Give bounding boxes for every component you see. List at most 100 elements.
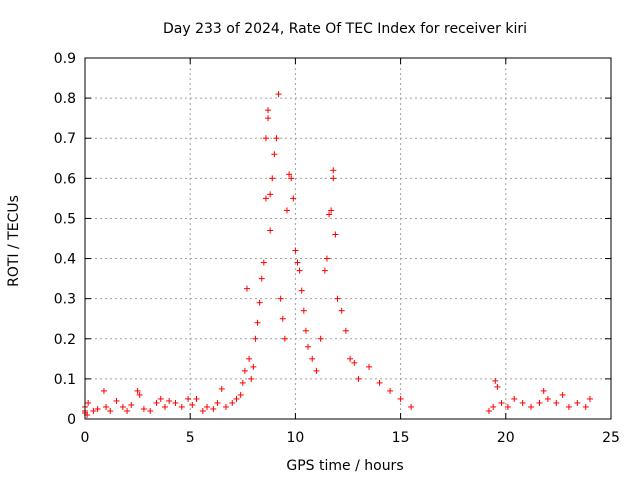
y-axis-label: ROTI / TECUs <box>6 195 22 287</box>
data-point <box>265 115 272 122</box>
data-point <box>574 399 581 406</box>
data-point <box>199 407 206 414</box>
data-point <box>269 175 276 182</box>
data-point <box>218 385 225 392</box>
chart-title: Day 233 of 2024, Rate Of TEC Index for r… <box>163 21 527 37</box>
y-tick-label: 0.9 <box>54 51 76 67</box>
data-point <box>498 399 505 406</box>
data-point <box>586 395 593 402</box>
data-point <box>189 401 196 408</box>
y-tick-label: 0.1 <box>54 372 76 388</box>
data-point <box>332 231 339 238</box>
data-point <box>305 343 312 350</box>
data-point <box>296 267 303 274</box>
data-point <box>492 377 499 384</box>
data-point <box>277 295 284 302</box>
data-point <box>229 399 236 406</box>
data-point <box>147 407 154 414</box>
data-point <box>298 287 305 294</box>
data-point <box>161 403 168 410</box>
y-tick-label: 0.3 <box>54 292 76 308</box>
data-point <box>288 175 295 182</box>
data-point <box>214 399 221 406</box>
data-point <box>376 379 383 386</box>
data-point <box>153 399 160 406</box>
data-point <box>262 195 269 202</box>
x-tick-label: 0 <box>81 430 90 446</box>
data-point <box>267 227 274 234</box>
data-point <box>136 391 143 398</box>
data-point <box>113 397 120 404</box>
data-point <box>254 319 261 326</box>
data-point <box>553 399 560 406</box>
data-points <box>82 91 593 418</box>
data-point <box>172 399 179 406</box>
x-tick-label: 20 <box>497 430 515 446</box>
data-point <box>290 195 297 202</box>
data-point <box>582 403 589 410</box>
data-point <box>397 395 404 402</box>
data-point <box>494 383 501 390</box>
plot-frame <box>84 57 612 420</box>
data-point <box>94 405 101 412</box>
data-point <box>275 91 282 98</box>
data-point <box>511 395 518 402</box>
data-point <box>178 403 185 410</box>
data-point <box>233 395 240 402</box>
data-point <box>544 395 551 402</box>
data-point <box>342 327 349 334</box>
data-point <box>504 403 511 410</box>
data-point <box>271 151 278 158</box>
data-point <box>328 207 335 214</box>
data-point <box>347 355 354 362</box>
data-point <box>326 211 333 218</box>
data-point <box>300 307 307 314</box>
data-point <box>338 307 345 314</box>
x-tick-label: 15 <box>392 430 410 446</box>
data-point <box>258 275 265 282</box>
data-point <box>267 191 274 198</box>
data-point <box>366 363 373 370</box>
data-point <box>85 399 92 406</box>
data-point <box>237 391 244 398</box>
data-point <box>283 207 290 214</box>
data-point <box>260 259 267 266</box>
data-point <box>134 387 141 394</box>
data-point <box>323 255 330 262</box>
y-tick-label: 0.5 <box>54 211 76 227</box>
data-point <box>239 379 246 386</box>
y-tick-label: 0.4 <box>54 252 76 268</box>
data-point <box>321 267 328 274</box>
data-point <box>124 407 131 414</box>
data-point <box>210 405 217 412</box>
y-tick-label: 0.6 <box>54 171 76 187</box>
data-point <box>222 403 229 410</box>
data-point <box>490 403 497 410</box>
data-point <box>157 395 164 402</box>
data-point <box>119 403 126 410</box>
data-point <box>313 367 320 374</box>
data-point <box>241 367 248 374</box>
data-point <box>294 259 301 266</box>
data-point <box>185 395 192 402</box>
data-point <box>265 107 272 114</box>
data-point <box>103 403 110 410</box>
data-point <box>536 399 543 406</box>
data-point <box>100 387 107 394</box>
data-point <box>292 247 299 254</box>
data-point <box>351 359 358 366</box>
data-point <box>140 405 147 412</box>
data-point <box>317 335 324 342</box>
data-point <box>330 167 337 174</box>
data-point <box>246 355 253 362</box>
data-point <box>262 135 269 142</box>
data-point <box>204 403 211 410</box>
data-point <box>387 387 394 394</box>
data-point <box>528 403 535 410</box>
data-point <box>256 299 263 306</box>
data-point <box>248 375 255 382</box>
data-point <box>408 403 415 410</box>
data-point <box>519 399 526 406</box>
data-point <box>302 327 309 334</box>
